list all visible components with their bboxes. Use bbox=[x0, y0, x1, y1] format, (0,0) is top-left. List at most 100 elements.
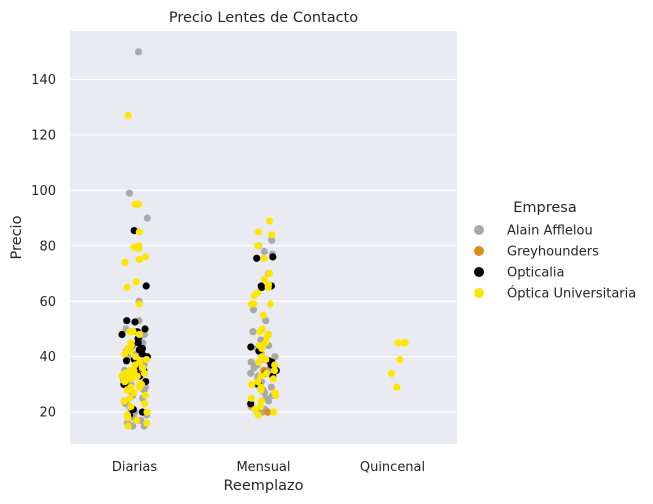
legend-marker bbox=[474, 225, 484, 235]
data-point bbox=[269, 253, 277, 261]
data-point bbox=[260, 254, 268, 262]
data-point bbox=[265, 217, 274, 225]
data-point bbox=[122, 357, 131, 365]
data-point bbox=[268, 236, 276, 244]
legend-item: Opticalia bbox=[474, 266, 565, 281]
data-point bbox=[271, 353, 279, 361]
y-tick-label: 100 bbox=[31, 184, 56, 199]
data-point bbox=[264, 408, 272, 416]
data-point bbox=[133, 372, 141, 380]
legend-title: Empresa bbox=[513, 200, 577, 216]
data-point bbox=[254, 242, 262, 250]
data-point bbox=[269, 375, 277, 383]
data-point bbox=[135, 256, 143, 264]
data-point bbox=[271, 366, 279, 375]
data-point bbox=[141, 391, 150, 400]
data-point bbox=[258, 344, 266, 352]
data-point bbox=[123, 283, 131, 291]
data-point bbox=[140, 330, 148, 339]
data-point bbox=[132, 278, 140, 286]
data-point bbox=[247, 369, 255, 377]
data-point bbox=[132, 353, 140, 361]
legend-label: Opticalia bbox=[507, 266, 565, 281]
data-point bbox=[270, 408, 278, 416]
data-point bbox=[127, 403, 135, 411]
data-point bbox=[120, 397, 128, 405]
legend-item: Greyhounders bbox=[474, 245, 599, 260]
data-point bbox=[250, 300, 258, 308]
legend-label: Óptica Universitaria bbox=[507, 286, 636, 302]
data-point bbox=[388, 369, 396, 377]
data-point bbox=[261, 339, 270, 347]
x-tick-label: Mensual bbox=[236, 460, 290, 475]
data-point bbox=[135, 330, 143, 339]
data-point bbox=[128, 375, 136, 383]
data-point bbox=[143, 355, 151, 364]
data-point bbox=[266, 300, 275, 308]
data-point bbox=[134, 48, 143, 56]
y-tick-label: 40 bbox=[39, 350, 56, 365]
chart-title: Precio Lentes de Contacto bbox=[169, 10, 358, 26]
y-tick-label: 120 bbox=[31, 128, 56, 143]
data-point bbox=[130, 389, 138, 397]
data-point bbox=[141, 325, 149, 333]
data-point bbox=[262, 355, 270, 364]
data-point bbox=[136, 383, 144, 391]
data-point bbox=[255, 358, 263, 366]
data-point bbox=[256, 328, 264, 336]
data-point bbox=[272, 391, 280, 400]
data-point bbox=[262, 369, 271, 377]
data-point bbox=[258, 283, 266, 291]
data-point bbox=[126, 394, 134, 402]
data-point bbox=[271, 361, 279, 369]
data-point bbox=[247, 358, 255, 366]
data-points bbox=[118, 48, 409, 430]
data-point bbox=[138, 364, 146, 372]
data-point bbox=[143, 408, 151, 416]
data-point bbox=[140, 369, 149, 377]
data-point bbox=[131, 318, 139, 326]
data-point bbox=[124, 111, 132, 120]
data-point bbox=[134, 200, 142, 208]
y-tick-labels: 20 40 60 80 100 120 140 bbox=[31, 73, 56, 421]
data-point bbox=[393, 383, 401, 391]
legend-label: Alain Afflelou bbox=[507, 224, 593, 239]
data-point bbox=[268, 231, 276, 239]
data-point bbox=[124, 414, 132, 422]
data-point bbox=[131, 361, 139, 369]
data-point bbox=[134, 245, 143, 253]
data-point bbox=[251, 405, 259, 413]
legend-label: Greyhounders bbox=[507, 245, 599, 260]
data-point bbox=[118, 330, 126, 339]
y-tick-label: 140 bbox=[31, 73, 56, 88]
x-tick-label: Diarias bbox=[112, 460, 158, 475]
data-point bbox=[394, 339, 402, 347]
x-tick-label: Quincenal bbox=[360, 460, 425, 475]
data-point bbox=[143, 214, 151, 222]
data-point bbox=[250, 364, 258, 372]
legend-marker bbox=[474, 267, 484, 277]
data-point bbox=[259, 311, 267, 319]
data-point bbox=[396, 355, 404, 364]
data-point bbox=[254, 411, 262, 419]
legend-item: Alain Afflelou bbox=[474, 224, 593, 239]
data-point bbox=[247, 394, 255, 402]
data-point bbox=[140, 400, 149, 408]
legend-item: Óptica Universitaria bbox=[474, 286, 636, 302]
data-point bbox=[254, 228, 263, 236]
data-point bbox=[133, 416, 141, 424]
y-tick-label: 60 bbox=[39, 295, 56, 310]
data-point bbox=[257, 397, 265, 405]
data-point bbox=[263, 333, 271, 341]
x-tick-labels: Diarias Mensual Quincenal bbox=[112, 460, 425, 475]
data-point bbox=[135, 228, 143, 236]
x-axis-title: Reemplazo bbox=[224, 478, 304, 494]
data-point bbox=[247, 343, 255, 351]
data-point bbox=[264, 283, 272, 291]
data-point bbox=[124, 422, 132, 430]
data-point bbox=[254, 378, 262, 386]
y-axis-title: Precio bbox=[9, 215, 25, 259]
y-tick-label: 20 bbox=[39, 406, 56, 421]
data-point bbox=[126, 347, 134, 355]
